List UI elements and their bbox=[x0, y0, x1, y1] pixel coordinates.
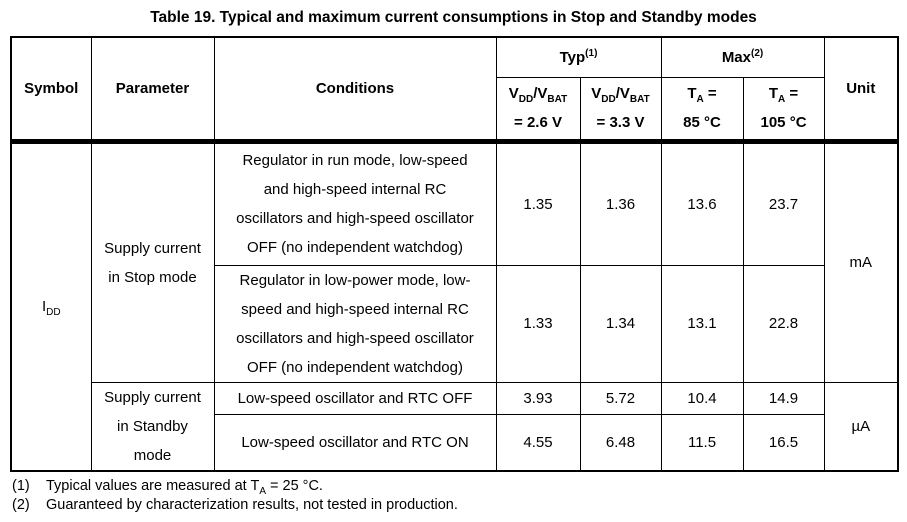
condition-line: Low-speed oscillator and RTC ON bbox=[241, 433, 469, 451]
typ-3v3-cell: 6.48 bbox=[579, 413, 662, 472]
header-unit: Unit bbox=[823, 36, 899, 144]
max-85c-cell: 11.5 bbox=[660, 413, 744, 472]
header-ta-85: TA = 85 °C bbox=[660, 76, 744, 144]
parameter-standby-mode-cell: Supply current in Standby mode bbox=[90, 381, 215, 471]
footnote-text: Typical values are measured at TA = 25 °… bbox=[46, 477, 897, 496]
parameter-line: in Standby bbox=[117, 417, 188, 435]
header-parameter: Parameter bbox=[90, 36, 215, 144]
max-85c-cell: 13.6 bbox=[660, 140, 744, 266]
max-label: Max bbox=[721, 48, 751, 66]
vbat-base: /V bbox=[615, 85, 630, 102]
condition-line: Low-speed oscillator and RTC OFF bbox=[237, 389, 473, 407]
idd-base: I bbox=[41, 298, 47, 315]
vdd-sub: DD bbox=[518, 94, 534, 105]
ta-equals: = bbox=[703, 85, 717, 102]
footnote-marker: (1) bbox=[12, 477, 30, 494]
ta-sub: A bbox=[778, 94, 786, 105]
condition-line: OFF (no independent watchdog) bbox=[247, 239, 463, 256]
vdd-base: V bbox=[508, 85, 519, 102]
symbol-idd-cell: IDD bbox=[10, 140, 92, 471]
header-row-1: Symbol Parameter Conditions Typ(1) Max(2… bbox=[10, 36, 899, 144]
condition-line: oscillators and high-speed oscillator bbox=[236, 329, 474, 347]
max-105c-cell: 23.7 bbox=[742, 140, 825, 266]
condition-line: and high-speed internal RC bbox=[263, 181, 447, 198]
typ-2v6-cell: 4.55 bbox=[495, 413, 581, 472]
footnote-2: (2) Guaranteed by characterization resul… bbox=[10, 496, 897, 515]
header-ta-105: TA = 105 °C bbox=[742, 76, 825, 144]
typ-3v3-cell: 1.34 bbox=[579, 264, 662, 383]
typ-label: Typ bbox=[559, 48, 586, 66]
table-row: Regulator in low-power mode, low- speed … bbox=[11, 264, 898, 383]
typ-3v3-cell: 1.36 bbox=[579, 140, 662, 266]
footnote-1: (1) Typical values are measured at TA = … bbox=[10, 477, 897, 496]
vdd-3v3-value: = 3.3 V bbox=[596, 114, 645, 131]
header-max: Max(2) bbox=[660, 36, 825, 78]
idd-sub: DD bbox=[46, 307, 61, 318]
typ-2v6-cell: 1.35 bbox=[495, 140, 581, 266]
ta-105-value: 105 °C bbox=[760, 114, 807, 131]
header-symbol: Symbol bbox=[10, 36, 92, 144]
footnote-marker: (2) bbox=[12, 496, 30, 513]
parameter-line: Supply current bbox=[104, 239, 201, 257]
max-85c-cell: 13.1 bbox=[660, 264, 744, 383]
ta-base: T bbox=[687, 85, 697, 102]
header-conditions: Conditions bbox=[213, 36, 497, 144]
footnote-text-pre: Typical values are measured at T bbox=[46, 477, 260, 494]
unit-ua-cell: µA bbox=[823, 381, 899, 471]
table-row: IDD Supply current in Stop mode Regulato… bbox=[10, 140, 899, 471]
vbat-sub: BAT bbox=[629, 94, 650, 105]
footnote-text-pre: Guaranteed by characterization results, … bbox=[46, 496, 458, 513]
header-vdd-3v3: VDD/VBAT = 3.3 V bbox=[579, 76, 662, 144]
parameter-stop-mode-cell: Supply current in Stop mode bbox=[90, 140, 215, 383]
footnote-text: Guaranteed by characterization results, … bbox=[46, 496, 897, 515]
parameter-line: in Stop mode bbox=[108, 268, 197, 286]
max-105c-cell: 22.8 bbox=[742, 264, 825, 383]
header-typ: Typ(1) bbox=[495, 36, 662, 78]
vdd-sub: DD bbox=[601, 94, 616, 105]
vbat-sub: BAT bbox=[547, 94, 568, 105]
condition-line: Regulator in run mode, low-speed bbox=[242, 152, 468, 169]
condition-line: oscillators and high-speed oscillator bbox=[236, 210, 474, 227]
ta-85-value: 85 °C bbox=[683, 114, 721, 131]
max-105c-cell: 14.9 bbox=[742, 381, 825, 415]
max-footnote-ref: (2) bbox=[751, 47, 764, 59]
conditions-cell: Regulator in run mode, low-speed and hig… bbox=[213, 140, 497, 266]
condition-line: speed and high-speed internal RC bbox=[241, 300, 469, 318]
footnotes: (1) Typical values are measured at TA = … bbox=[10, 477, 897, 515]
condition-line: Regulator in low-power mode, low- bbox=[239, 271, 471, 289]
footnote-ta-sub: A bbox=[259, 485, 266, 497]
table-row: Supply current in Standby mode Low-speed… bbox=[11, 381, 899, 471]
parameter-line: Supply current bbox=[104, 388, 201, 406]
current-consumption-table: Symbol Parameter Conditions Typ(1) Max(2… bbox=[10, 36, 900, 472]
typ-footnote-ref: (1) bbox=[585, 47, 598, 59]
table-row: Low-speed oscillator and RTC ON 4.55 6.4… bbox=[11, 413, 898, 472]
unit-ma-cell: mA bbox=[823, 140, 899, 383]
footnote-text-post: = 25 °C. bbox=[265, 477, 323, 494]
conditions-cell: Low-speed oscillator and RTC ON bbox=[213, 413, 497, 472]
table-title: Table 19. Typical and maximum current co… bbox=[150, 9, 757, 26]
typ-2v6-cell: 3.93 bbox=[495, 381, 581, 415]
max-105c-cell: 16.5 bbox=[742, 413, 825, 472]
conditions-cell: Regulator in low-power mode, low- speed … bbox=[213, 264, 497, 383]
conditions-cell: Low-speed oscillator and RTC OFF bbox=[213, 381, 497, 415]
typ-3v3-cell: 5.72 bbox=[579, 381, 662, 415]
typ-2v6-cell: 1.33 bbox=[495, 264, 581, 383]
header-vdd-2v6: VDD/VBAT = 2.6 V bbox=[495, 76, 581, 144]
max-85c-cell: 10.4 bbox=[660, 381, 744, 415]
ta-equals: = bbox=[785, 85, 799, 102]
condition-line: OFF (no independent watchdog) bbox=[247, 358, 463, 376]
vbat-base: /V bbox=[533, 85, 548, 102]
parameter-line: mode bbox=[133, 446, 172, 464]
ta-base: T bbox=[768, 85, 779, 102]
vdd-base: V bbox=[591, 85, 602, 102]
vdd-2v6-value: = 2.6 V bbox=[514, 114, 562, 131]
ta-sub: A bbox=[696, 94, 704, 105]
header-row-2: VDD/VBAT = 2.6 V VDD/VBAT = 3.3 V TA = 8… bbox=[11, 76, 898, 144]
